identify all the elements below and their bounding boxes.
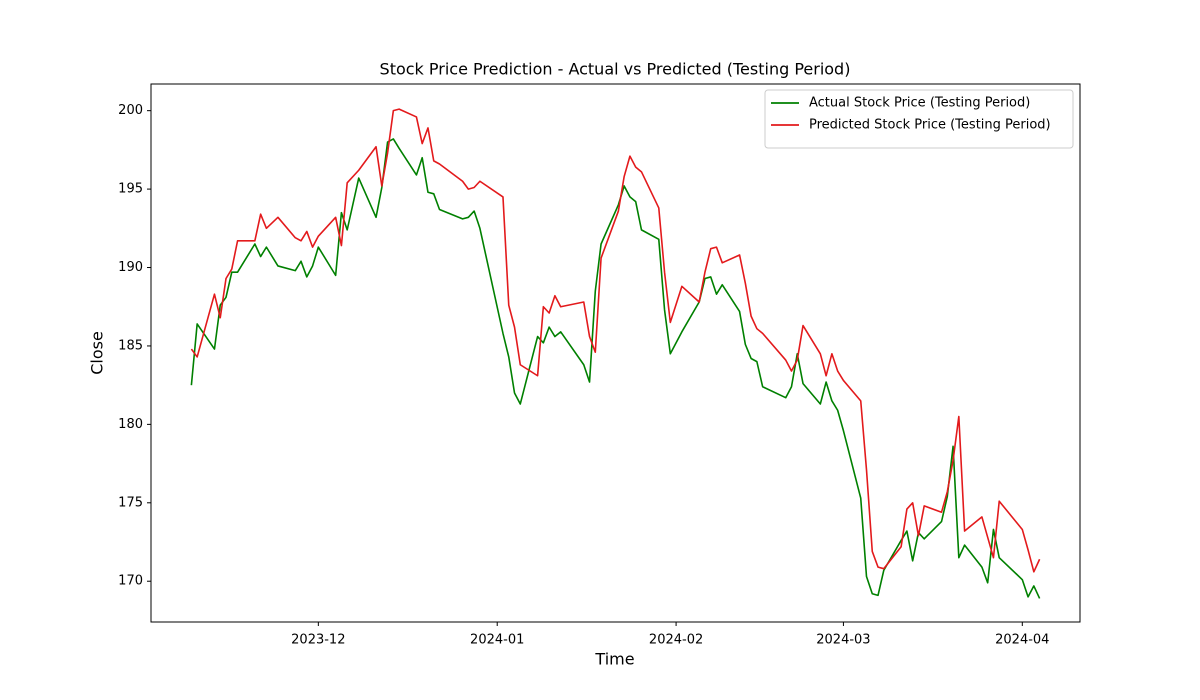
legend: Actual Stock Price (Testing Period) Predi… (764, 89, 1074, 149)
legend-label: Predicted Stock Price (Testing Period) (809, 118, 1051, 133)
x-tick-label: 2024-01 (470, 633, 524, 648)
x-axis-label: Time (594, 650, 634, 669)
y-tick-label: 175 (118, 495, 143, 510)
data-line (190, 108, 1041, 573)
y-axis-label: Close (88, 331, 107, 375)
y-tick-label: 195 (118, 182, 143, 197)
x-tick-label: 2024-03 (816, 633, 870, 648)
x-tick-label: 2023-12 (291, 633, 345, 648)
y-tick-label: 185 (118, 338, 143, 353)
data-line (190, 138, 1041, 599)
legend-box (764, 89, 1074, 149)
chart-title: Stock Price Prediction - Actual vs Predi… (380, 60, 851, 79)
plot-frame (150, 83, 1081, 623)
y-tick-label: 190 (118, 260, 143, 275)
y-tick-label: 180 (118, 417, 143, 432)
y-tick-label: 170 (118, 574, 143, 589)
x-tick-label: 2024-02 (649, 633, 703, 648)
x-tick-label: 2024-04 (995, 633, 1049, 648)
y-tick-label: 200 (118, 103, 143, 118)
legend-label: Actual Stock Price (Testing Period) (809, 96, 1030, 111)
